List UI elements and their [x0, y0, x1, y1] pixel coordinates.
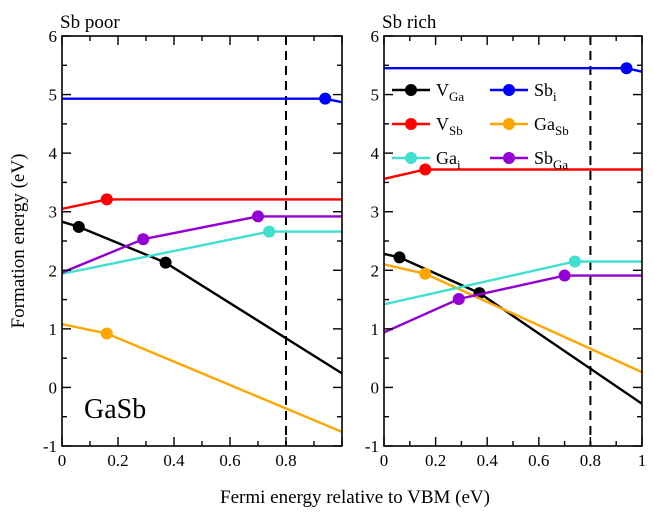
panel-title: Sb rich — [382, 12, 437, 33]
panel-title: Sb poor — [60, 12, 120, 33]
series-line-Sbi — [62, 97, 342, 104]
marker-Sbi — [620, 62, 633, 75]
legend-label: SbGa — [534, 148, 568, 172]
y-tick-label: 6 — [49, 27, 58, 46]
marker-Gai — [263, 225, 276, 238]
marker-SbGa — [137, 233, 150, 246]
legend-marker — [503, 118, 515, 130]
legend-entry-VSb: VSb — [392, 114, 463, 138]
marker-GaSb — [419, 267, 432, 280]
x-tick-label: 0.6 — [528, 451, 549, 470]
plot-area — [62, 36, 342, 446]
y-tick-label: 5 — [371, 86, 380, 105]
legend-entry-SbGa: SbGa — [490, 148, 568, 172]
x-tick-label: 0 — [58, 451, 67, 470]
y-tick-label: -1 — [365, 437, 379, 456]
plot-area — [384, 36, 642, 446]
x-tick-label: 0.6 — [219, 451, 240, 470]
y-tick-label: 0 — [371, 378, 380, 397]
y-tick-label: 3 — [49, 203, 58, 222]
y-tick-label: 1 — [49, 320, 58, 339]
series-line-VGa — [384, 252, 642, 405]
x-tick-label: 0.2 — [107, 451, 128, 470]
marker-VGa — [159, 256, 172, 269]
legend-entry-Sbi: Sbi — [490, 80, 557, 104]
legend-label: Gai — [436, 148, 461, 172]
marker-VGa — [393, 251, 406, 264]
marker-SbGa — [558, 269, 571, 282]
y-axis-label: Formation energy (eV) — [8, 154, 29, 329]
y-tick-label: -1 — [43, 437, 57, 456]
x-axis-label: Fermi energy relative to VBM (eV) — [220, 487, 490, 508]
legend-entry-Gai: Gai — [392, 148, 461, 172]
marker-Sbi — [319, 92, 332, 105]
series-line-Sbi — [384, 66, 642, 73]
legend-label: Sbi — [534, 80, 557, 104]
marker-SbGa — [252, 210, 264, 223]
marker-Gai — [568, 255, 581, 268]
marker-VSb — [419, 163, 432, 176]
series-line-SbGa — [62, 215, 342, 274]
x-tick-label: 0.2 — [425, 451, 446, 470]
legend-marker — [405, 84, 417, 96]
series-line-SbGa — [384, 274, 642, 334]
series-line-VGa — [62, 220, 342, 375]
legend-entry-VGa: VGa — [392, 80, 464, 104]
legend-label: VSb — [436, 114, 463, 138]
marker-GaSb — [100, 327, 113, 340]
y-tick-label: 1 — [371, 320, 380, 339]
y-tick-label: 4 — [371, 144, 380, 163]
y-tick-label: 5 — [49, 86, 58, 105]
legend-marker — [405, 152, 417, 164]
x-tick-label: 0.4 — [477, 451, 499, 470]
y-tick-label: 2 — [371, 261, 380, 280]
legend-label: GaSb — [534, 114, 569, 138]
legend-marker — [503, 152, 515, 164]
y-tick-label: 2 — [49, 261, 58, 280]
x-tick-label: 1 — [638, 451, 647, 470]
x-tick-label: 0.4 — [163, 451, 185, 470]
legend: VGa Sbi VSb GaSb Gai SbGa — [392, 80, 569, 172]
x-tick-label: 0.8 — [580, 451, 601, 470]
marker-SbGa — [452, 292, 465, 305]
material-label: GaSb — [84, 394, 146, 425]
series-line-GaSb — [384, 263, 642, 374]
marker-VGa — [72, 220, 85, 233]
x-tick-label: 0.8 — [275, 451, 296, 470]
y-tick-label: 6 — [371, 27, 380, 46]
legend-marker — [405, 118, 417, 130]
y-tick-label: 4 — [49, 144, 58, 163]
legend-marker — [503, 84, 515, 96]
plot-frame — [383, 35, 643, 447]
legend-entry-GaSb: GaSb — [490, 114, 569, 138]
legend-label: VGa — [436, 80, 464, 104]
y-tick-label: 3 — [371, 203, 380, 222]
x-tick-label: 0 — [380, 451, 389, 470]
marker-VSb — [100, 193, 113, 206]
y-tick-label: 0 — [49, 378, 58, 397]
